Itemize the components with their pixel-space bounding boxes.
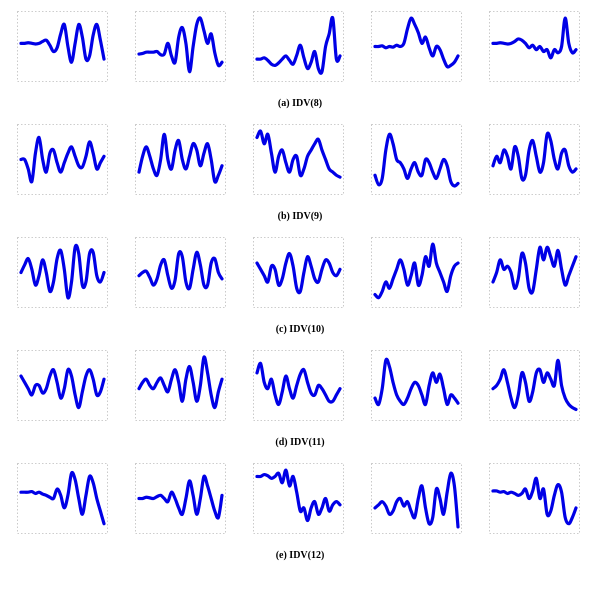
series-line <box>255 129 342 179</box>
row-caption-c: (c) IDV(10) <box>275 324 325 335</box>
panel-frame <box>253 350 344 421</box>
panel-c-1 <box>17 237 108 308</box>
panel-frame <box>489 11 580 82</box>
panel-d-3 <box>253 350 344 421</box>
panel-c-5 <box>489 237 580 308</box>
series-line <box>255 252 342 295</box>
panel-a-1 <box>17 11 108 82</box>
panel-frame <box>489 350 580 421</box>
row-caption-a: (a) IDV(8) <box>277 98 323 109</box>
panel-d-5 <box>489 350 580 421</box>
series-line <box>373 132 460 188</box>
panel-d-4 <box>371 350 462 421</box>
panel-frame <box>371 350 462 421</box>
series-line <box>255 361 342 406</box>
series-line <box>491 476 578 526</box>
series-line <box>137 474 224 520</box>
panel-e-3 <box>253 463 344 534</box>
series-line <box>373 242 460 300</box>
series-line <box>19 135 106 184</box>
panel-c-2 <box>135 237 226 308</box>
panel-e-4 <box>371 463 462 534</box>
series-line <box>19 470 106 526</box>
panel-b-4 <box>371 124 462 195</box>
series-line <box>19 22 106 64</box>
panel-frame <box>17 124 108 195</box>
panel-c-3 <box>253 237 344 308</box>
panel-frame <box>371 11 462 82</box>
panel-b-5 <box>489 124 580 195</box>
panel-frame <box>135 463 226 534</box>
series-line <box>137 16 224 74</box>
panel-frame <box>135 124 226 195</box>
panel-frame <box>17 463 108 534</box>
panel-a-2 <box>135 11 226 82</box>
series-line <box>373 357 460 407</box>
series-line <box>19 367 106 410</box>
panel-frame <box>253 237 344 308</box>
panel-e-1 <box>17 463 108 534</box>
panel-a-5 <box>489 11 580 82</box>
panel-frame <box>17 237 108 308</box>
series-line <box>491 131 578 182</box>
series-line <box>373 471 460 529</box>
panel-frame <box>135 237 226 308</box>
panel-frame <box>253 463 344 534</box>
panel-frame <box>489 237 580 308</box>
series-line <box>373 16 460 69</box>
row-caption-d: (d) IDV(11) <box>275 437 325 448</box>
row-caption-b: (b) IDV(9) <box>277 211 323 222</box>
panel-frame <box>253 124 344 195</box>
panel-frame <box>135 350 226 421</box>
series-line <box>255 15 342 75</box>
panel-b-3 <box>253 124 344 195</box>
panel-b-2 <box>135 124 226 195</box>
row-caption-e: (e) IDV(12) <box>275 550 325 561</box>
series-line <box>255 468 342 523</box>
panel-e-5 <box>489 463 580 534</box>
panel-frame <box>371 124 462 195</box>
panel-e-2 <box>135 463 226 534</box>
series-line <box>137 132 224 184</box>
panel-frame <box>489 463 580 534</box>
series-line <box>137 355 224 410</box>
panel-frame <box>17 11 108 82</box>
panel-c-4 <box>371 237 462 308</box>
panel-d-2 <box>135 350 226 421</box>
series-line <box>491 16 578 60</box>
panel-a-3 <box>253 11 344 82</box>
panel-frame <box>253 11 344 82</box>
panel-a-4 <box>371 11 462 82</box>
series-line <box>491 358 578 412</box>
panel-frame <box>135 11 226 82</box>
panel-frame <box>489 124 580 195</box>
panel-frame <box>17 350 108 421</box>
panel-b-1 <box>17 124 108 195</box>
series-line <box>19 243 106 300</box>
series-line <box>491 245 578 295</box>
panel-frame <box>371 237 462 308</box>
series-line <box>137 250 224 291</box>
panel-frame <box>371 463 462 534</box>
panel-d-1 <box>17 350 108 421</box>
